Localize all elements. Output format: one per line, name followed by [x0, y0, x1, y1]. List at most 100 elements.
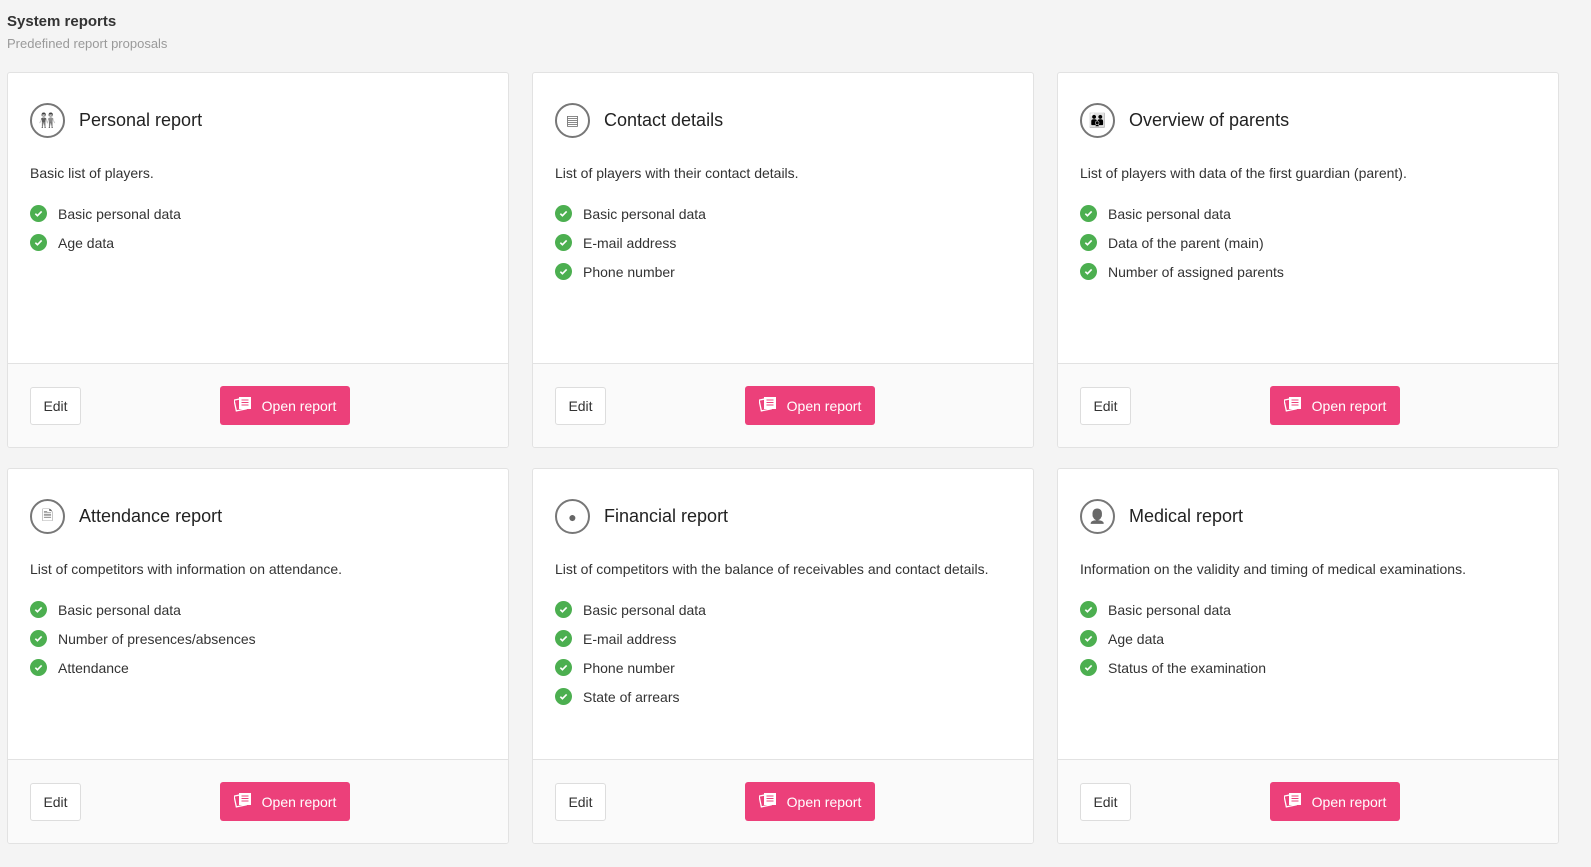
check-icon — [1080, 601, 1097, 618]
report-icon — [232, 792, 252, 811]
feature-list: Basic personal data Number of presences/a… — [30, 595, 486, 682]
card-footer: Edit Open report — [533, 759, 1033, 843]
document-check-icon: 🗎 — [30, 499, 65, 534]
feature-item: Basic personal data — [30, 199, 486, 228]
card-description: List of players with data of the first g… — [1080, 165, 1407, 181]
feature-label: State of arrears — [583, 688, 680, 705]
check-icon — [555, 601, 572, 618]
feature-item: Data of the parent (main) — [1080, 228, 1536, 257]
open-report-button[interactable]: Open report — [1270, 782, 1400, 821]
open-report-label: Open report — [786, 397, 862, 414]
feature-label: Basic personal data — [58, 601, 181, 618]
feature-item: Basic personal data — [555, 199, 1011, 228]
report-icon — [232, 396, 252, 415]
address-book-icon: ▤ — [555, 103, 590, 138]
feature-label: Basic personal data — [1108, 205, 1231, 222]
open-report-button[interactable]: Open report — [220, 386, 350, 425]
check-icon — [30, 601, 47, 618]
feature-label: Number of presences/absences — [58, 630, 256, 647]
card-title: Medical report — [1129, 506, 1244, 526]
report-card: 👬 Personal report Basic list of players. B… — [7, 72, 509, 448]
open-report-button[interactable]: Open report — [745, 782, 875, 821]
feature-item: Age data — [1080, 624, 1536, 653]
feature-label: E-mail address — [583, 630, 677, 647]
report-icon — [757, 396, 777, 415]
feature-list: Basic personal data Data of the parent (m… — [1080, 199, 1536, 286]
people-icon: 👬 — [30, 103, 65, 138]
feature-item: Basic personal data — [1080, 199, 1536, 228]
card-title: Overview of parents — [1129, 110, 1290, 130]
edit-button[interactable]: Edit — [555, 782, 606, 821]
feature-label: Age data — [58, 234, 115, 251]
card-description: List of competitors with the balance of … — [555, 561, 989, 577]
edit-button[interactable]: Edit — [30, 386, 81, 425]
feature-item: E-mail address — [555, 624, 1011, 653]
card-description: List of competitors with information on … — [30, 561, 343, 577]
report-card: ● Financial report List of competitors wi… — [532, 468, 1034, 844]
feature-item: Phone number — [555, 653, 1011, 682]
feature-item: Phone number — [555, 257, 1011, 286]
card-footer: Edit Open report — [1058, 759, 1558, 843]
open-report-button[interactable]: Open report — [745, 386, 875, 425]
feature-item: Number of presences/absences — [30, 624, 486, 653]
edit-button[interactable]: Edit — [1080, 386, 1131, 425]
report-grid: 👬 Personal report Basic list of players. B… — [7, 72, 1559, 844]
open-report-button[interactable]: Open report — [220, 782, 350, 821]
check-icon — [555, 659, 572, 676]
check-icon — [555, 630, 572, 647]
feature-label: Data of the parent (main) — [1108, 234, 1264, 251]
check-icon — [555, 688, 572, 705]
card-footer: Edit Open report — [8, 759, 508, 843]
feature-label: E-mail address — [583, 234, 677, 251]
card-description: Basic list of players. — [30, 165, 154, 181]
report-card: ▤ Contact details List of players with th… — [532, 72, 1034, 448]
report-icon — [1282, 396, 1302, 415]
feature-item: State of arrears — [555, 682, 1011, 711]
feature-label: Status of the examination — [1108, 659, 1266, 676]
card-description: Information on the validity and timing o… — [1080, 561, 1466, 577]
edit-button[interactable]: Edit — [30, 782, 81, 821]
family-icon: 👪 — [1080, 103, 1115, 138]
open-report-label: Open report — [261, 397, 337, 414]
card-description: List of players with their contact detai… — [555, 165, 799, 181]
feature-label: Basic personal data — [583, 601, 706, 618]
feature-list: Basic personal data E-mail address Phone n… — [555, 595, 1011, 711]
feature-label: Number of assigned parents — [1108, 263, 1284, 280]
open-report-label: Open report — [261, 793, 337, 810]
feature-item: Attendance — [30, 653, 486, 682]
medical-user-icon: 👤 — [1080, 499, 1115, 534]
feature-item: Number of assigned parents — [1080, 257, 1536, 286]
page-subtitle: Predefined report proposals — [7, 36, 168, 51]
card-footer: Edit Open report — [1058, 363, 1558, 447]
check-icon — [1080, 234, 1097, 251]
edit-button[interactable]: Edit — [1080, 782, 1131, 821]
feature-label: Phone number — [583, 659, 675, 676]
report-card: 👤 Medical report Information on the valid… — [1057, 468, 1559, 844]
page-header: System reports Predefined report proposa… — [7, 13, 167, 51]
report-icon — [757, 792, 777, 811]
check-icon — [30, 234, 47, 251]
check-icon — [30, 630, 47, 647]
check-icon — [1080, 659, 1097, 676]
feature-item: Status of the examination — [1080, 653, 1536, 682]
feature-label: Attendance — [58, 659, 129, 676]
open-report-button[interactable]: Open report — [1270, 386, 1400, 425]
feature-list: Basic personal data E-mail address Phone n… — [555, 199, 1011, 286]
open-report-label: Open report — [1311, 793, 1387, 810]
feature-item: Basic personal data — [555, 595, 1011, 624]
edit-button[interactable]: Edit — [555, 386, 606, 425]
check-icon — [1080, 205, 1097, 222]
feature-label: Age data — [1108, 630, 1165, 647]
report-card: 👪 Overview of parents List of players wit… — [1057, 72, 1559, 448]
check-icon — [555, 234, 572, 251]
piggy-bank-icon: ● — [555, 499, 590, 534]
check-icon — [555, 205, 572, 222]
card-footer: Edit Open report — [533, 363, 1033, 447]
feature-item: Basic personal data — [1080, 595, 1536, 624]
feature-label: Phone number — [583, 263, 675, 280]
feature-list: Basic personal data Age data Status of the… — [1080, 595, 1536, 682]
card-title: Financial report — [604, 506, 729, 526]
check-icon — [1080, 630, 1097, 647]
open-report-label: Open report — [786, 793, 862, 810]
check-icon — [555, 263, 572, 280]
